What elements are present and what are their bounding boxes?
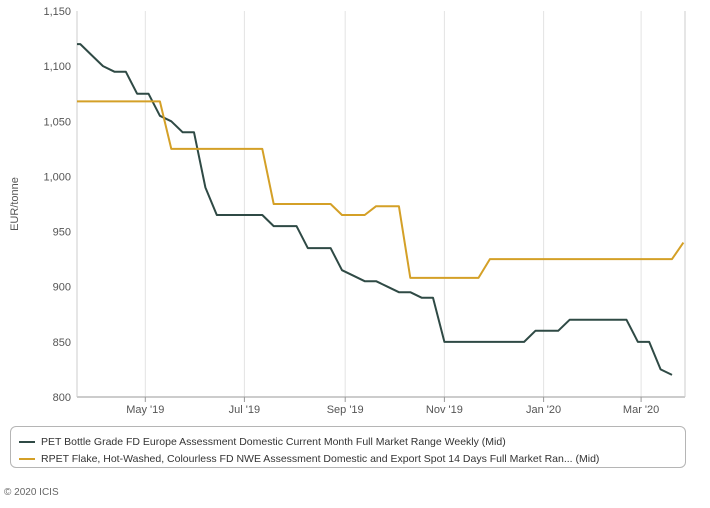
x-gridlines [144, 11, 642, 397]
x-tick-label: Jan '20 [526, 404, 561, 416]
legend-item-pet[interactable]: PET Bottle Grade FD Europe Assessment Do… [19, 433, 677, 450]
y-tick-label: 850 [53, 337, 71, 349]
plot-area [77, 11, 685, 397]
legend-item-rpet[interactable]: RPET Flake, Hot-Washed, Colourless FD NW… [19, 450, 677, 467]
y-tick-label: 900 [53, 282, 71, 294]
legend-swatch-rpet [19, 457, 35, 460]
y-tick-label: 800 [53, 392, 71, 404]
x-tick-label: Sep '19 [327, 404, 364, 416]
legend: PET Bottle Grade FD Europe Assessment Do… [10, 426, 686, 468]
x-tick-label: Mar '20 [623, 404, 659, 416]
y-tick-label: 1,050 [43, 116, 71, 128]
series-line-pet [77, 43, 673, 376]
series-lines [77, 43, 685, 376]
x-tick-label: Jul '19 [229, 404, 260, 416]
legend-swatch-pet [19, 440, 35, 443]
y-axis-title: EUR/tonne [9, 177, 21, 231]
x-tick-label: May '19 [126, 404, 164, 416]
x-tick-labels: May '19 Jul '19 Sep '19 Nov '19 Jan '20 Mar '… [126, 397, 659, 416]
legend-label-pet: PET Bottle Grade FD Europe Assessment Do… [41, 435, 506, 448]
copyright-text: © 2020 ICIS [4, 487, 59, 498]
y-tick-label: 1,000 [43, 171, 71, 183]
line-chart: 800 850 900 950 1,000 1,050 1,100 1,150 May '19… [9, 6, 686, 416]
y-tick-label: 1,100 [43, 61, 71, 73]
y-tick-label: 1,150 [43, 6, 71, 18]
x-tick-label: Nov '19 [426, 404, 463, 416]
y-tick-label: 950 [53, 227, 71, 239]
y-tick-labels: 800 850 900 950 1,000 1,050 1,100 1,150 [43, 6, 71, 404]
legend-label-rpet: RPET Flake, Hot-Washed, Colourless FD NW… [41, 452, 600, 465]
series-line-rpet [77, 100, 685, 279]
